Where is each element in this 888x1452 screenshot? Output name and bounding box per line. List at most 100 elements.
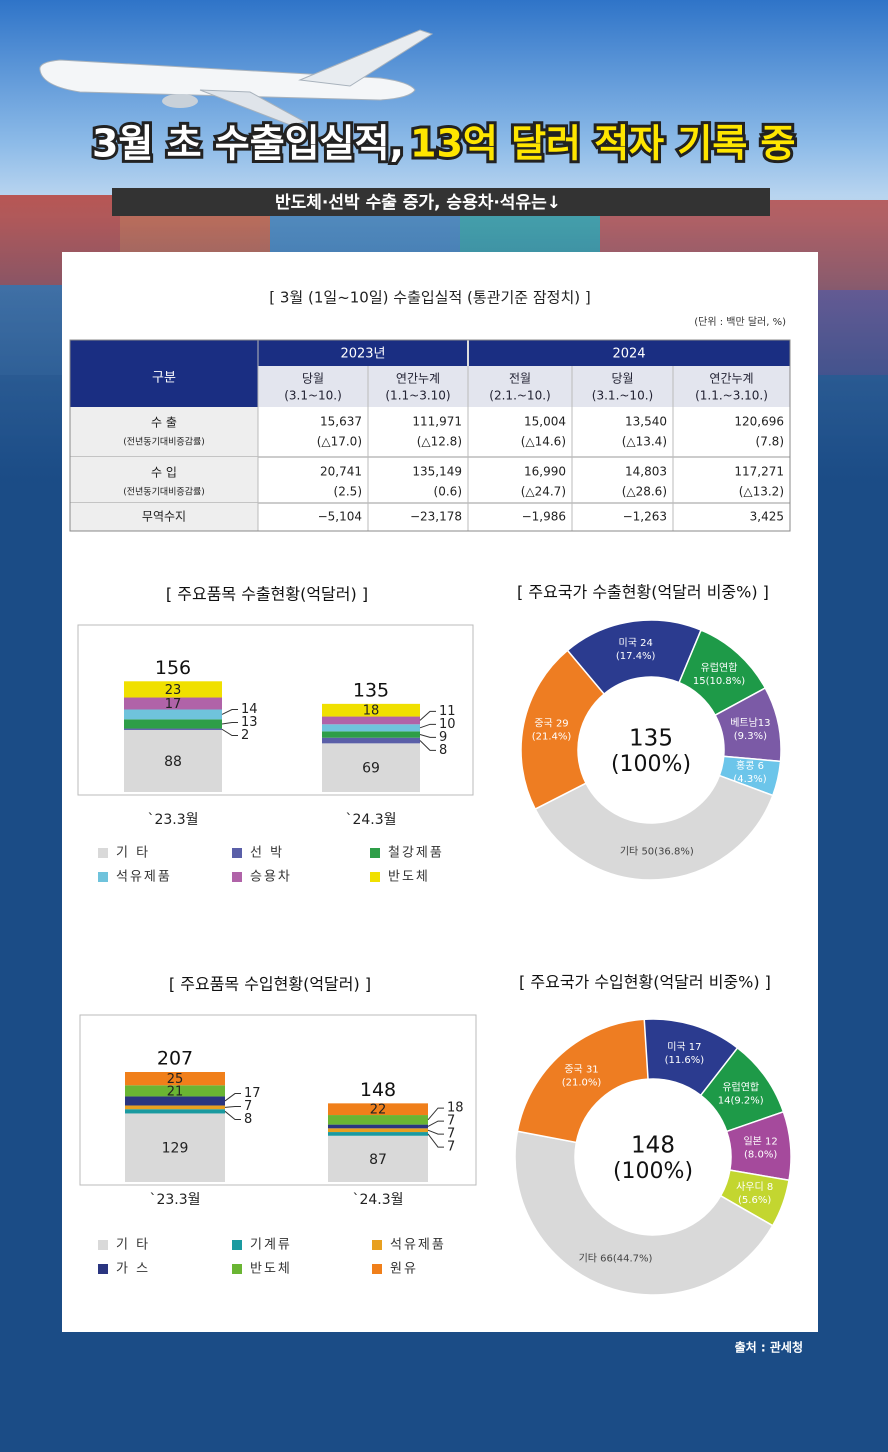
total-label: 148 <box>360 1079 396 1101</box>
table-column-label: (3.1.~10.) <box>592 389 653 403</box>
legend-label: 철강제품 <box>388 846 444 861</box>
legend-label: 기 타 <box>116 1238 150 1253</box>
segment-label: 18 <box>447 1101 464 1116</box>
table-cell: −1,986 <box>522 510 566 524</box>
segment-label: 7 <box>447 1114 455 1129</box>
chart-title: [ 주요국가 수입현황(억달러 비중%) ] <box>519 973 771 992</box>
segment-label: 8 <box>244 1112 252 1127</box>
category-label: `23.3월 <box>147 812 198 828</box>
leader-line <box>419 740 436 751</box>
bar-segment <box>125 1072 225 1086</box>
total-label: 156 <box>155 657 191 679</box>
table-column-label: 당월 <box>611 372 633 386</box>
bar-segment <box>124 709 222 720</box>
slice-label: 기타 66(44.7%) <box>579 1252 653 1264</box>
slice-label: 14(9.2%) <box>718 1096 764 1107</box>
table-cell: (△17.0) <box>317 435 362 449</box>
table-cell: −23,178 <box>410 510 462 524</box>
segment-label: 87 <box>369 1152 387 1168</box>
slice-label: (4.3%) <box>733 774 766 785</box>
slice-label: 기타 50(36.8%) <box>620 845 694 857</box>
segment-label: 23 <box>165 683 182 698</box>
table-row-label-cell <box>70 503 258 531</box>
leader-line <box>419 723 436 729</box>
table-cell: 13,540 <box>625 415 667 429</box>
legend-swatch <box>232 1264 242 1274</box>
table-title: [ 3월 (1일~10일) 수출입실적 (통관기준 잠정치) ] <box>269 289 590 307</box>
table-cell: −5,104 <box>318 510 362 524</box>
table-header-text: 2023년 <box>340 347 385 362</box>
table-cell: 15,004 <box>524 415 566 429</box>
table-cell: (2.5) <box>334 485 362 499</box>
segment-label: 21 <box>167 1084 184 1099</box>
bar-segment <box>125 1113 225 1182</box>
segment-label: 22 <box>370 1103 387 1118</box>
donut-total-label: (100%) <box>611 752 691 777</box>
leader-line <box>427 1107 444 1121</box>
legend-label: 반도체 <box>388 870 430 885</box>
segment-label: 11 <box>439 704 456 719</box>
subtitle-bar <box>112 188 770 216</box>
slice-label: 중국 29 <box>534 717 568 729</box>
legend-swatch <box>370 848 380 858</box>
slice-label: 미국 24 <box>619 637 653 649</box>
leader-line <box>221 728 238 737</box>
table-cell: 15,637 <box>320 415 362 429</box>
table-cell: (0.6) <box>434 485 462 499</box>
segment-label: 7 <box>447 1140 455 1155</box>
legend-swatch <box>370 872 380 882</box>
bar-segment <box>328 1132 428 1136</box>
donut-total: 135 <box>629 726 673 752</box>
leader-line <box>224 1093 241 1102</box>
legend-swatch <box>98 1240 108 1250</box>
legend-label: 선 박 <box>250 846 284 861</box>
slice-label: 중국 31 <box>564 1064 598 1076</box>
table-cell: (△13.4) <box>622 435 667 449</box>
table-column-label: (1.1.~3.10.) <box>695 389 768 403</box>
total-label: 135 <box>353 679 389 701</box>
bar-segment <box>322 731 420 738</box>
slice-label: (11.6%) <box>665 1055 705 1066</box>
legend-label: 기 타 <box>116 846 150 861</box>
slice-label: 사우디 8 <box>736 1181 773 1193</box>
bar-segment <box>124 697 222 710</box>
donut-slice <box>516 1018 649 1144</box>
airplane <box>39 29 434 126</box>
slice-label: (17.4%) <box>616 651 656 662</box>
donut-slice <box>514 1130 774 1296</box>
slice-label: (8.0%) <box>744 1150 777 1161</box>
table-header <box>258 340 790 366</box>
table-cell: 3,425 <box>750 510 784 524</box>
donut-slice <box>520 649 606 811</box>
leader-line <box>221 722 238 725</box>
table-cell: 111,971 <box>412 415 462 429</box>
segment-label: 13 <box>241 715 258 730</box>
table-row-label-cell <box>70 407 258 457</box>
chart-title: [ 주요품목 수출현황(억달러) ] <box>166 585 368 604</box>
segment-label: 14 <box>241 702 258 717</box>
legend-label: 석유제품 <box>390 1238 446 1253</box>
bar-segment <box>322 703 420 717</box>
table-cell: (△12.8) <box>417 435 462 449</box>
slice-label: 유럽연합 <box>722 1082 759 1094</box>
table-cell: (△28.6) <box>622 485 667 499</box>
legend-swatch <box>372 1240 382 1250</box>
source: 출처 : 관세청 <box>735 1340 803 1355</box>
table-cell: 16,990 <box>524 465 566 479</box>
table-column-label: (3.1~10.) <box>284 389 342 403</box>
leader-line <box>427 1133 444 1148</box>
donut-total-label: (100%) <box>613 1159 693 1184</box>
slice-label: 베트남13 <box>730 717 770 729</box>
table-column-label: 전월 <box>509 372 531 386</box>
segment-label: 17 <box>165 697 182 712</box>
table-cell: 14,803 <box>625 465 667 479</box>
bar-segment <box>328 1124 428 1129</box>
table-frame <box>69 339 791 532</box>
bar-segment <box>124 729 222 792</box>
bar-segment <box>322 737 420 744</box>
segment-label: 7 <box>447 1127 455 1142</box>
table-column-label: 당월 <box>302 372 324 386</box>
title-part: 13억 달러 적자 기록 중 <box>410 122 795 166</box>
subtitle: 반도체·선박 수출 증가, 승용차·석유는↓ <box>275 193 561 213</box>
bar-segment <box>322 716 420 725</box>
